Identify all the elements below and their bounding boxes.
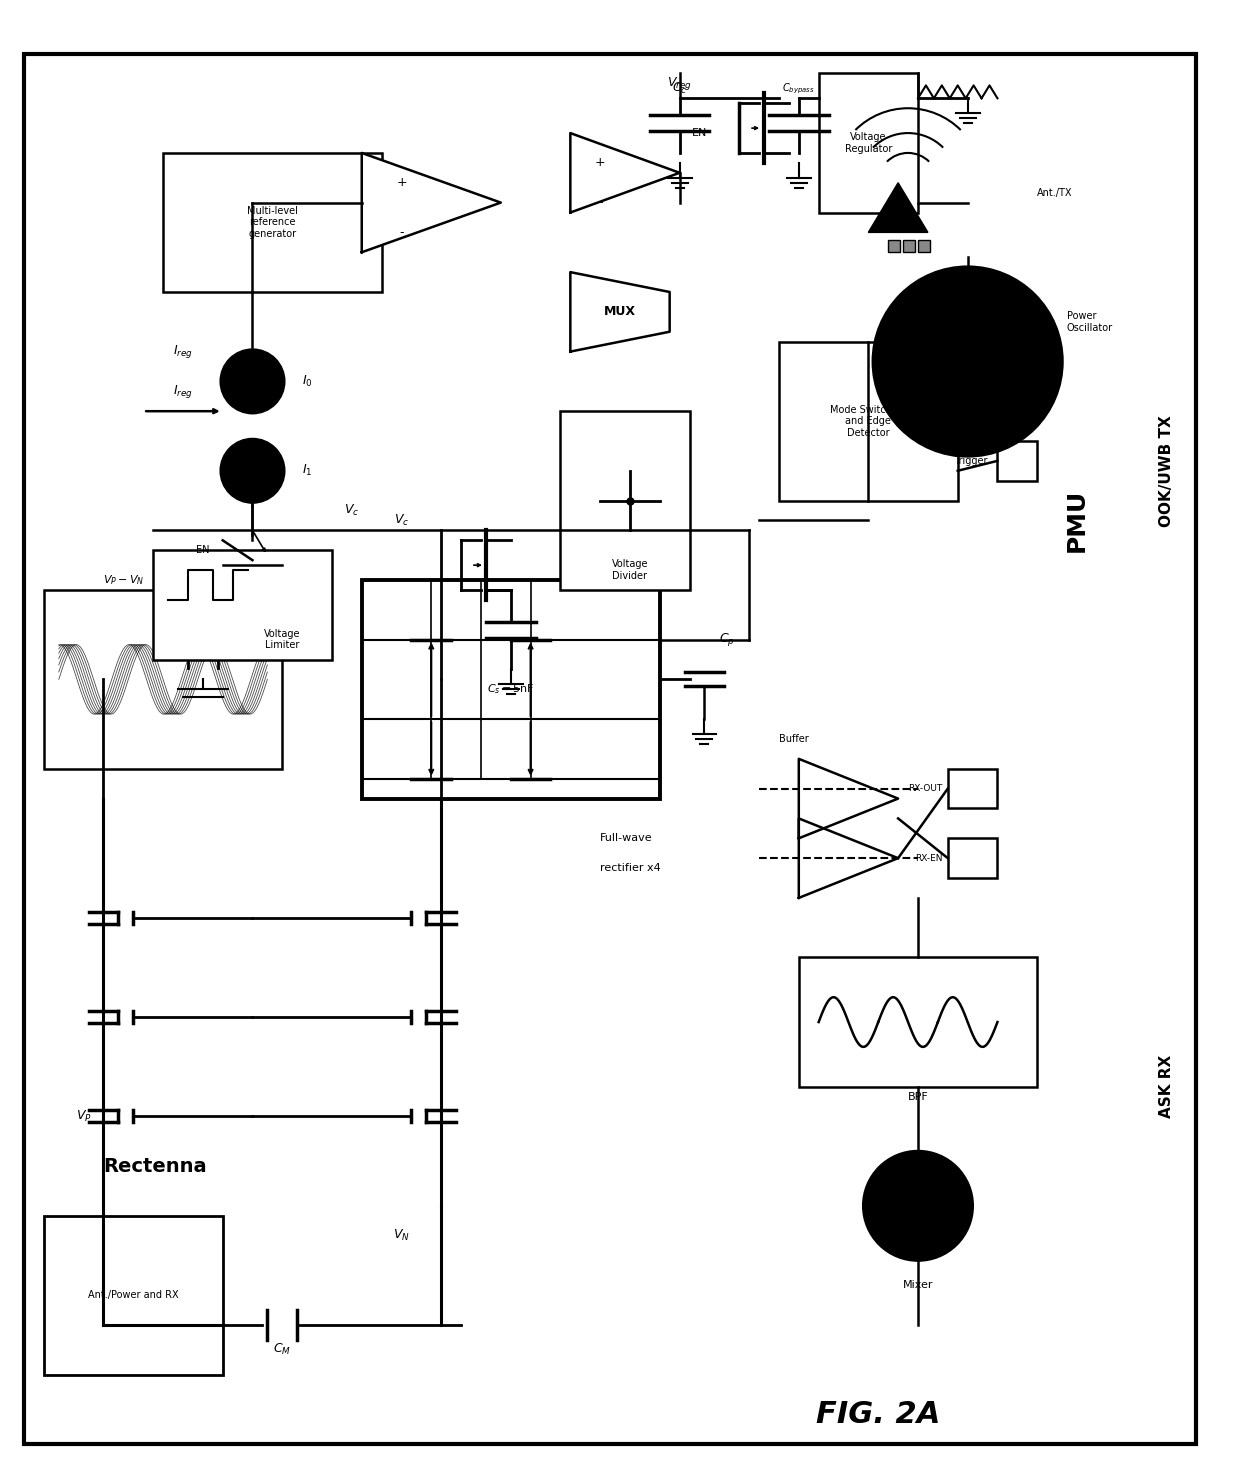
Bar	[560, 411, 689, 591]
Bar	[43, 1216, 223, 1375]
Text: RX-EN: RX-EN	[915, 853, 942, 862]
Text: Multi-level
reference
generator: Multi-level reference generator	[247, 206, 298, 239]
Circle shape	[873, 267, 1061, 455]
Text: $V_P - V_N$: $V_P - V_N$	[103, 573, 144, 588]
Circle shape	[863, 1152, 972, 1260]
Bar	[918, 241, 930, 253]
Bar	[362, 580, 660, 799]
Text: Buffer: Buffer	[779, 734, 808, 743]
Bar	[997, 372, 1037, 411]
Text: PMU: PMU	[1065, 489, 1089, 552]
Bar	[154, 551, 332, 660]
Bar	[799, 958, 1037, 1087]
Text: Mode Switching
and Edge
Detector: Mode Switching and Edge Detector	[830, 404, 906, 438]
Bar	[997, 441, 1037, 480]
Text: Mixer: Mixer	[903, 1281, 934, 1290]
Polygon shape	[799, 759, 898, 839]
Bar	[903, 241, 915, 253]
Bar	[43, 591, 283, 768]
Text: $V_N$: $V_N$	[393, 1228, 410, 1243]
Text: -: -	[598, 195, 603, 209]
Text: $C_M$: $C_M$	[273, 1343, 291, 1357]
Text: $V_c$: $V_c$	[345, 502, 360, 519]
Text: MUX: MUX	[604, 306, 636, 319]
Bar	[779, 342, 957, 501]
Polygon shape	[570, 134, 680, 213]
Text: Voltage
Divider: Voltage Divider	[611, 560, 649, 580]
Text: Ant./Power and RX: Ant./Power and RX	[88, 1290, 179, 1300]
Text: RX-OUT: RX-OUT	[909, 784, 942, 793]
Text: Ant./TX: Ant./TX	[1037, 188, 1073, 198]
Bar	[759, 829, 1137, 1385]
Text: +: +	[396, 176, 407, 190]
Text: $I_{reg}$: $I_{reg}$	[174, 383, 193, 400]
Text: $I_0$: $I_0$	[303, 373, 312, 389]
Text: rectifier x4: rectifier x4	[600, 864, 661, 873]
Polygon shape	[799, 818, 898, 898]
Text: $V_c$: $V_c$	[394, 513, 409, 527]
Polygon shape	[362, 153, 501, 253]
Polygon shape	[868, 182, 928, 232]
Text: Rectenna: Rectenna	[103, 1156, 207, 1175]
Bar	[144, 192, 739, 670]
Bar	[759, 213, 1137, 789]
Text: MODE: MODE	[957, 386, 987, 397]
Text: Voltage
Limiter: Voltage Limiter	[264, 629, 300, 651]
Bar	[144, 113, 1056, 987]
Text: FIG. 2A: FIG. 2A	[816, 1400, 940, 1429]
Bar	[29, 530, 526, 1385]
Bar	[947, 839, 997, 878]
Text: $V_{reg}$: $V_{reg}$	[667, 75, 692, 93]
Text: $C_p$: $C_p$	[719, 632, 735, 648]
Bar	[818, 73, 918, 213]
Text: Trigger: Trigger	[954, 455, 987, 466]
Text: OOK/UWB TX: OOK/UWB TX	[1159, 414, 1174, 527]
Bar	[164, 153, 382, 292]
Text: $C_s = 5\mathrm{nF}$: $C_s = 5\mathrm{nF}$	[487, 683, 534, 696]
Text: ASK RX: ASK RX	[1159, 1055, 1174, 1118]
Text: $I_1$: $I_1$	[303, 463, 312, 479]
Text: $C_c$: $C_c$	[672, 81, 687, 95]
Text: $V_P$: $V_P$	[76, 1109, 92, 1124]
Bar	[888, 241, 900, 253]
Text: EN: EN	[692, 128, 707, 138]
Text: EN: EN	[196, 545, 210, 555]
Text: Full-wave: Full-wave	[600, 833, 652, 843]
Text: +: +	[595, 156, 605, 169]
Circle shape	[221, 350, 284, 413]
Text: $C_{bypass}$: $C_{bypass}$	[782, 81, 815, 95]
Text: $I_{reg}$: $I_{reg}$	[174, 344, 193, 360]
Bar	[947, 768, 997, 808]
Text: Power
Oscillator: Power Oscillator	[1066, 311, 1114, 332]
Circle shape	[221, 439, 284, 502]
Text: BPF: BPF	[908, 1091, 929, 1102]
Text: Voltage
Regulator: Voltage Regulator	[844, 132, 892, 154]
Polygon shape	[58, 599, 268, 759]
Text: -: -	[399, 226, 404, 239]
Polygon shape	[570, 272, 670, 351]
